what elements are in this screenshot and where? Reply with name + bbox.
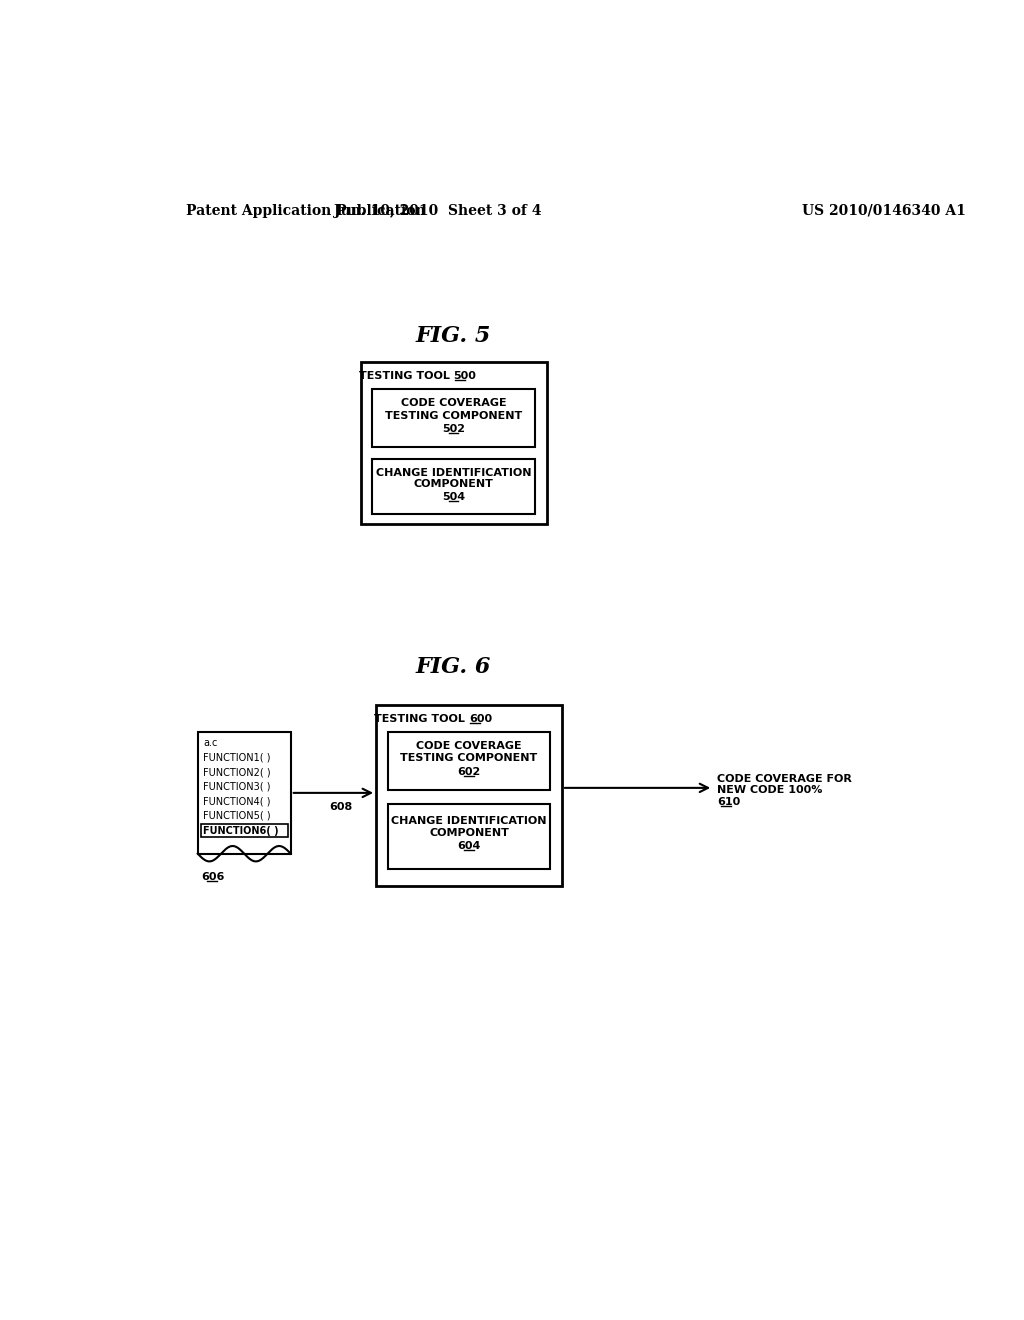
Text: COMPONENT: COMPONENT [414,479,494,490]
Text: FUNCTION6( ): FUNCTION6( ) [203,825,279,836]
Text: TESTING TOOL: TESTING TOOL [374,714,469,723]
Text: CODE COVERAGE FOR: CODE COVERAGE FOR [717,774,852,784]
FancyBboxPatch shape [198,733,291,854]
Text: 600: 600 [469,714,493,723]
FancyBboxPatch shape [372,389,535,447]
Text: FUNCTION3( ): FUNCTION3( ) [203,781,270,792]
Text: US 2010/0146340 A1: US 2010/0146340 A1 [802,203,966,218]
Text: CODE COVERAGE: CODE COVERAGE [416,741,522,751]
Text: 606: 606 [202,871,225,882]
FancyBboxPatch shape [376,705,562,886]
Text: 504: 504 [442,492,465,502]
Text: a.c: a.c [203,738,217,748]
Text: TESTING TOOL: TESTING TOOL [358,371,454,381]
Text: FUNCTION1( ): FUNCTION1( ) [203,752,270,763]
Text: 610: 610 [717,797,740,807]
FancyBboxPatch shape [360,363,547,524]
Text: CHANGE IDENTIFICATION: CHANGE IDENTIFICATION [376,467,531,478]
FancyBboxPatch shape [372,459,535,515]
Text: CODE COVERAGE: CODE COVERAGE [400,399,506,408]
Text: TESTING COMPONENT: TESTING COMPONENT [400,754,538,763]
Text: 500: 500 [454,371,476,381]
Text: COMPONENT: COMPONENT [429,828,509,838]
Text: FUNCTION2( ): FUNCTION2( ) [203,767,270,777]
FancyBboxPatch shape [201,824,288,837]
Text: Patent Application Publication: Patent Application Publication [186,203,426,218]
Text: 602: 602 [458,767,480,777]
Text: FUNCTION5( ): FUNCTION5( ) [203,810,270,821]
Text: 502: 502 [442,425,465,434]
Text: FUNCTION4( ): FUNCTION4( ) [203,796,270,807]
Text: FIG. 5: FIG. 5 [416,325,492,346]
FancyBboxPatch shape [388,733,550,789]
Text: NEW CODE 100%: NEW CODE 100% [717,785,822,795]
Text: FIG. 6: FIG. 6 [416,656,492,677]
Text: TESTING COMPONENT: TESTING COMPONENT [385,411,522,421]
Text: Jun. 10, 2010  Sheet 3 of 4: Jun. 10, 2010 Sheet 3 of 4 [334,203,542,218]
Text: 604: 604 [458,841,480,851]
Text: CHANGE IDENTIFICATION: CHANGE IDENTIFICATION [391,816,547,825]
Text: 608: 608 [330,801,352,812]
FancyBboxPatch shape [388,804,550,869]
